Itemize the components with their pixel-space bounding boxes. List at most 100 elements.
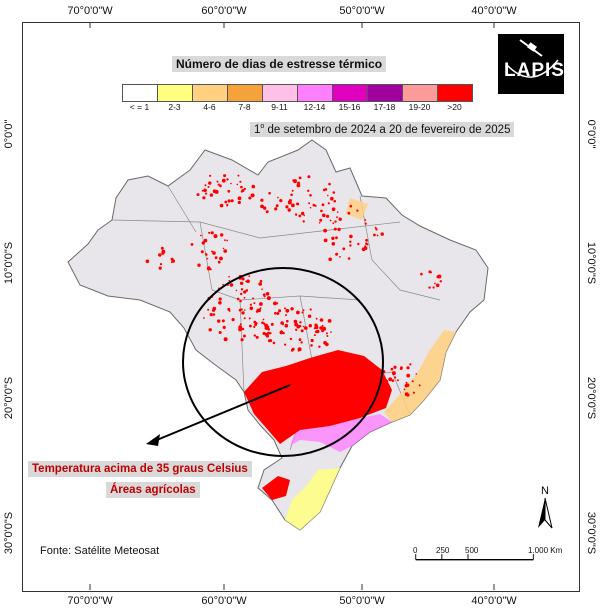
heat-dot — [406, 373, 411, 378]
heat-dot — [301, 311, 304, 314]
heat-dot — [405, 381, 408, 384]
annotation-arrow-head — [146, 434, 160, 446]
heat-dot — [243, 296, 246, 299]
heat-dot — [276, 302, 279, 305]
heat-dot — [297, 347, 302, 352]
heat-dot — [241, 277, 245, 281]
heat-dot — [334, 220, 337, 223]
heat-dot — [207, 186, 210, 188]
heat-dot — [265, 292, 270, 296]
heat-dot — [409, 363, 412, 366]
period-text: de setembro de 2024 a 20 de fevereiro de… — [264, 123, 511, 136]
heat-dot — [285, 308, 290, 313]
heat-dot — [284, 323, 289, 328]
heat-dot — [220, 233, 224, 237]
heat-region-south — [262, 476, 290, 500]
heat-dot — [326, 335, 329, 337]
heat-dot — [264, 327, 267, 330]
heat-dot — [258, 282, 263, 286]
heat-dot — [420, 272, 423, 276]
scale-label: 0 — [413, 546, 418, 555]
north-label: N — [541, 485, 549, 497]
heat-dot — [212, 189, 217, 193]
heat-dot — [322, 213, 326, 218]
heat-dot — [201, 189, 204, 192]
heat-dot — [218, 331, 222, 334]
heat-dot — [213, 234, 218, 239]
heat-dot — [259, 279, 263, 283]
heat-dot — [364, 245, 367, 248]
legend-swatch — [228, 85, 263, 101]
heat-dot — [252, 297, 255, 300]
lon-label-top: 70°0'0"W — [67, 5, 113, 17]
heat-dot — [319, 318, 324, 322]
heat-dot — [223, 337, 228, 342]
heat-dot — [293, 319, 298, 324]
legend-swatch — [193, 85, 228, 101]
heat-dot — [333, 199, 337, 203]
heat-dot — [404, 392, 409, 397]
heat-dot — [296, 183, 301, 188]
heat-dot — [307, 314, 312, 318]
period-label: 1o de setembro de 2024 a 20 de fevereiro… — [250, 122, 515, 137]
lon-label-top: 50°0'0"W — [339, 5, 385, 17]
heat-dot — [170, 257, 174, 261]
heat-dot — [314, 323, 318, 327]
heat-dot — [388, 377, 393, 382]
heat-dot — [240, 338, 244, 342]
heat-dot — [328, 257, 333, 262]
heat-dot — [238, 327, 242, 332]
heat-dot — [241, 311, 245, 315]
heat-dot — [332, 191, 336, 194]
heat-dot — [315, 329, 320, 334]
heat-dot — [249, 324, 252, 328]
heat-dot — [240, 288, 244, 291]
heat-dot — [325, 342, 329, 347]
heat-dot — [239, 323, 242, 326]
heat-dot — [262, 293, 266, 297]
heat-dot — [309, 206, 312, 209]
heat-dot — [224, 239, 226, 242]
heat-dot — [319, 218, 323, 222]
heat-dot — [287, 208, 291, 212]
heat-dot — [396, 379, 399, 382]
heat-dot — [290, 193, 293, 197]
heat-dot — [434, 282, 436, 285]
heat-dot — [411, 380, 414, 383]
heat-dot — [208, 328, 212, 332]
heat-dot — [302, 325, 305, 328]
heat-dot — [260, 204, 264, 209]
heat-dot — [331, 242, 336, 246]
heat-dot — [240, 185, 243, 189]
heat-dot — [356, 209, 359, 212]
heat-dot — [249, 303, 252, 306]
heat-dot — [248, 317, 251, 320]
heat-dot — [349, 240, 352, 243]
heat-dot — [206, 267, 211, 271]
annotation-arrow-line — [151, 384, 291, 443]
heat-dot — [310, 338, 314, 343]
heat-dot — [412, 391, 415, 394]
heat-dot — [209, 174, 212, 177]
heat-dot — [243, 317, 246, 320]
heat-dot — [333, 227, 337, 231]
heat-dot — [380, 232, 384, 236]
heat-dot — [217, 260, 221, 264]
legend-swatch — [403, 85, 438, 101]
heat-dot — [211, 231, 214, 234]
heat-dot — [241, 327, 245, 331]
heat-dot — [339, 256, 341, 258]
heat-dot — [161, 251, 165, 255]
annotation-temperature: Temperatura acima de 35 graus Celsius — [28, 461, 252, 477]
heat-dot — [361, 247, 366, 252]
heat-dot — [243, 290, 247, 294]
heat-dot — [303, 214, 306, 217]
heat-dot — [212, 251, 216, 255]
heat-dot — [217, 319, 221, 323]
heat-dot — [158, 253, 162, 257]
period-ordinal: o — [260, 123, 265, 130]
legend-label: 17-18 — [373, 102, 396, 112]
heat-dot — [304, 326, 308, 330]
heat-dot — [394, 376, 397, 379]
heat-dot — [335, 236, 338, 240]
